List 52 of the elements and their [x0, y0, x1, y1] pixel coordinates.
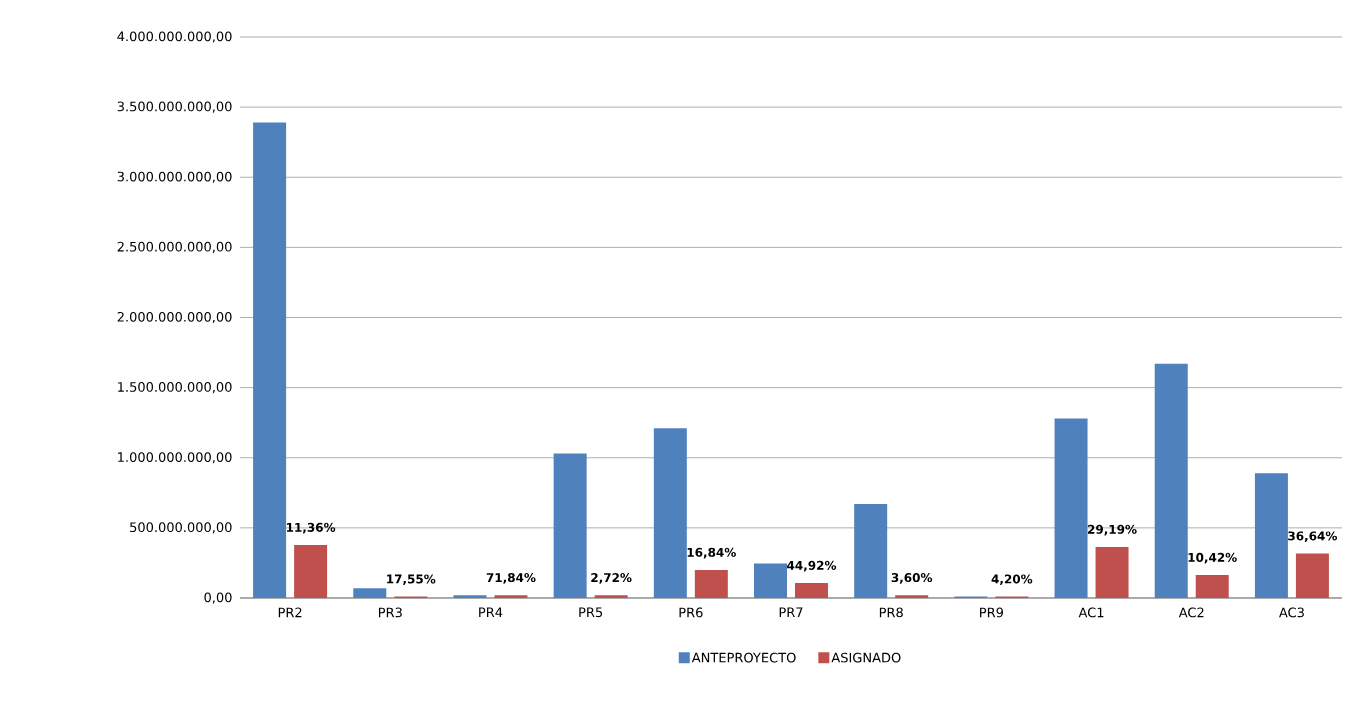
bar	[854, 504, 888, 598]
bar	[594, 595, 628, 598]
legend-label: ANTEPROYECTO	[691, 652, 796, 663]
y-tick-label: 1.000.000.000,00	[118, 452, 232, 464]
x-tick-label: PR6	[679, 607, 703, 618]
x-tick-label: PR5	[579, 607, 603, 618]
annotation: 29,19%	[1088, 524, 1137, 536]
x-tick-label: PR8	[879, 607, 903, 618]
annotation: 4,20%	[991, 574, 1033, 586]
y-tick-label: 2.500.000.000,00	[117, 241, 232, 253]
annotation: 3,60%	[891, 573, 933, 584]
annotation: 16,84%	[687, 547, 736, 559]
annotation: 11,36%	[286, 522, 336, 534]
bar	[294, 544, 328, 598]
y-tick-label: 4.000.000.000,00	[117, 31, 232, 43]
annotation: 44,92%	[787, 560, 837, 572]
bar	[553, 453, 587, 598]
bar	[694, 569, 728, 598]
bar	[1195, 574, 1229, 598]
bar	[253, 122, 287, 598]
y-tick-label: 1.500.000.000,00	[118, 382, 232, 394]
bar	[895, 595, 929, 598]
annotation: 2,72%	[591, 573, 632, 584]
y-tick-label: 2.000.000.000,00	[117, 311, 232, 324]
annotation: 17,55%	[387, 574, 436, 586]
y-tick-label: 3.000.000.000,00	[117, 171, 232, 183]
y-tick-label: 3.500.000.000,00	[117, 101, 232, 113]
x-tick-label: PR3	[378, 607, 402, 618]
annotation: 36,64%	[1288, 531, 1338, 542]
bar	[1095, 546, 1129, 598]
bar	[754, 563, 787, 598]
x-tick-label: AC1	[1078, 607, 1104, 618]
bar	[353, 588, 387, 598]
legend-label: ASIGNADO	[831, 652, 901, 663]
bar	[1254, 473, 1288, 598]
y-tick-label: 500.000.000,00	[130, 522, 232, 534]
x-tick-label: PR2	[278, 607, 302, 618]
bar	[1295, 553, 1329, 598]
annotation: 71,84%	[486, 573, 536, 584]
x-tick-label: AC3	[1279, 607, 1304, 618]
x-tick-label: PR9	[980, 607, 1004, 618]
bar	[1054, 418, 1088, 598]
bar	[795, 582, 828, 598]
bar	[653, 428, 687, 598]
x-tick-label: AC2	[1178, 607, 1204, 618]
bar	[494, 595, 528, 598]
x-tick-label: PR4	[479, 607, 503, 617]
bar	[1154, 363, 1188, 598]
x-tick-label: PR7	[779, 607, 803, 617]
y-tick-label: 0,00	[204, 592, 232, 604]
bar	[453, 595, 487, 598]
annotation: 10,42%	[1188, 552, 1237, 564]
